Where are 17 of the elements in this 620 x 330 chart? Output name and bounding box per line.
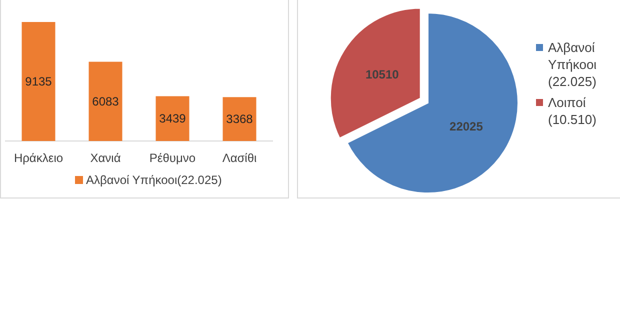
legend-label: Λοιποί (10.510) xyxy=(548,95,596,127)
x-tick-label: Χανιά xyxy=(90,151,121,165)
x-tick-label: Ρέθυμνο xyxy=(149,151,196,165)
data-label: 3368 xyxy=(226,112,254,126)
legend-label: Αλβανοί Υπήκοοι(22.025) xyxy=(86,173,222,187)
x-tick-label: Λασίθι xyxy=(222,151,258,165)
bar xyxy=(222,97,256,141)
x-tick-label: Ηράκλειο xyxy=(14,151,64,165)
data-label: 6083 xyxy=(92,94,120,108)
data-label: 10510 xyxy=(365,68,400,82)
data-label: 9135 xyxy=(25,74,52,88)
legend-label: Αλβανοί Υπήκοοι (22.025) xyxy=(548,40,597,89)
bar xyxy=(156,96,190,141)
bar xyxy=(22,22,56,141)
bar xyxy=(88,62,122,141)
data-label: 3439 xyxy=(159,112,186,126)
data-label: 22025 xyxy=(450,120,484,134)
